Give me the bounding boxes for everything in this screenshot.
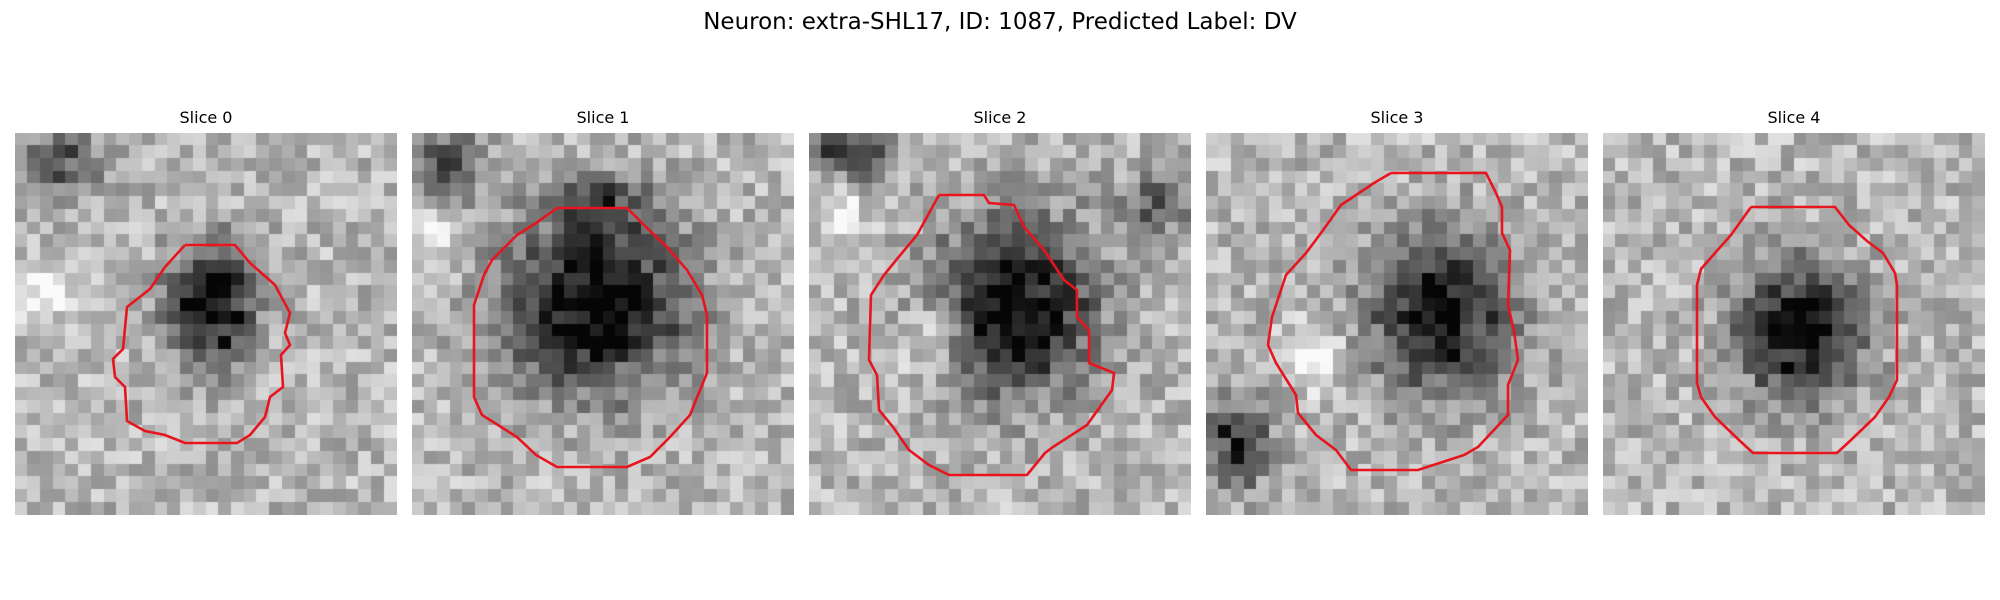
slice-title: Slice 2 (973, 108, 1027, 127)
slice-image (15, 133, 397, 515)
slice-panel-2: Slice 2 (809, 105, 1191, 515)
slice-image (412, 133, 794, 515)
roi-contour (1266, 171, 1520, 472)
slice-image (809, 133, 1191, 515)
roi-contour (472, 206, 709, 469)
slice-image (1206, 133, 1588, 515)
roi-contour (1695, 205, 1899, 455)
slice-panel-0: Slice 0 (15, 105, 397, 515)
figure-title: Neuron: extra-SHL17, ID: 1087, Predicted… (703, 9, 1297, 35)
roi-contour (111, 243, 292, 445)
slice-title: Slice 0 (179, 108, 233, 127)
slice-panel-1: Slice 1 (412, 105, 794, 515)
slice-title: Slice 4 (1767, 108, 1821, 127)
slice-title: Slice 1 (576, 108, 630, 127)
slice-panel-3: Slice 3 (1206, 105, 1588, 515)
roi-contour (867, 193, 1116, 477)
slice-image (1603, 133, 1985, 515)
slice-title: Slice 3 (1370, 108, 1424, 127)
slice-panel-4: Slice 4 (1603, 105, 1985, 515)
